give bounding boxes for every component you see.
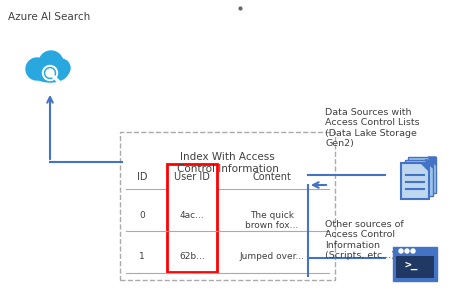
- Text: Data Sources with
Access Control Lists
(Data Lake Storage
Gen2): Data Sources with Access Control Lists (…: [325, 108, 420, 148]
- Text: 1: 1: [139, 252, 145, 261]
- Text: 4ac...: 4ac...: [180, 211, 204, 220]
- FancyBboxPatch shape: [401, 163, 429, 199]
- Text: 0: 0: [139, 211, 145, 220]
- Circle shape: [44, 68, 55, 79]
- Circle shape: [46, 69, 54, 77]
- Circle shape: [405, 249, 409, 253]
- Text: Jumped over...: Jumped over...: [239, 252, 305, 261]
- Circle shape: [411, 249, 415, 253]
- Text: 62b...: 62b...: [179, 252, 205, 261]
- Polygon shape: [428, 157, 436, 165]
- Polygon shape: [421, 163, 429, 171]
- Circle shape: [39, 51, 63, 75]
- Circle shape: [26, 58, 48, 80]
- Text: User ID: User ID: [174, 172, 210, 182]
- Bar: [167, 164, 217, 272]
- Text: Azure AI Search: Azure AI Search: [8, 12, 90, 22]
- FancyBboxPatch shape: [120, 132, 335, 280]
- Ellipse shape: [32, 62, 68, 82]
- FancyBboxPatch shape: [393, 247, 437, 281]
- Polygon shape: [425, 160, 433, 168]
- FancyBboxPatch shape: [405, 160, 433, 196]
- Text: Other sources of
Access Control
Information
(Scripts, etc...): Other sources of Access Control Informat…: [325, 220, 404, 260]
- Text: Index With Access
Control Information: Index With Access Control Information: [176, 152, 279, 173]
- Text: ID: ID: [137, 172, 147, 182]
- Circle shape: [43, 65, 58, 80]
- FancyBboxPatch shape: [408, 157, 436, 193]
- Text: The quick
brown fox...: The quick brown fox...: [245, 211, 298, 230]
- Text: >_: >_: [404, 260, 418, 270]
- Circle shape: [52, 59, 70, 77]
- Circle shape: [399, 249, 403, 253]
- Text: Content: Content: [253, 172, 291, 182]
- FancyBboxPatch shape: [396, 256, 434, 278]
